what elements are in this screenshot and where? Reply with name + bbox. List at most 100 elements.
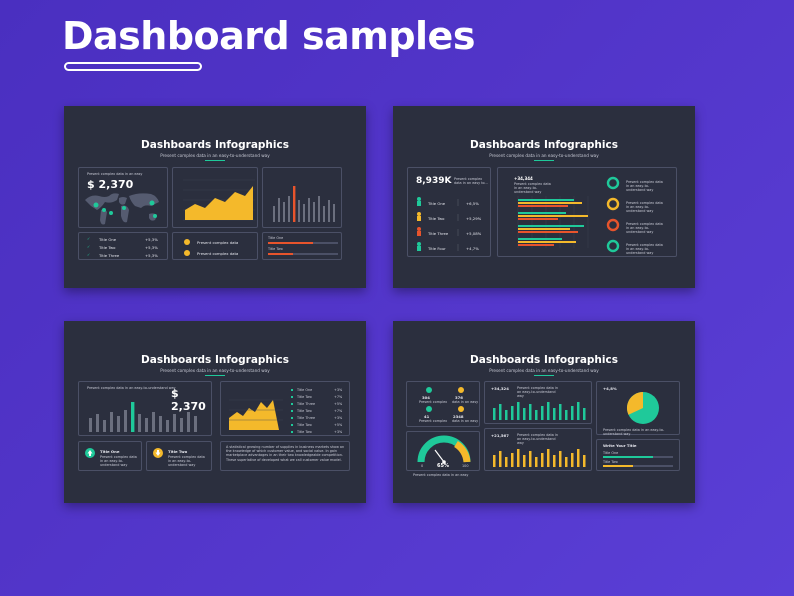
area-list-panel: Title One +3% Title Two +7% Title Three … xyxy=(220,381,350,436)
list-label: Title One xyxy=(297,388,313,392)
slide-title: Dashboards Infographics xyxy=(470,354,618,366)
stat-caption: Present complex data in an easy-to-under… xyxy=(87,386,176,390)
check-icon: ✓ xyxy=(87,244,91,249)
progress-fill xyxy=(603,465,633,467)
mid-panel: Present complex data Present complex dat… xyxy=(172,232,258,260)
coin-icons xyxy=(184,239,190,256)
row-label: Title Four xyxy=(428,246,446,251)
progress-fill xyxy=(268,242,313,244)
donut xyxy=(606,218,620,232)
stats-panel: 8,939K Present complex data in an easy t… xyxy=(407,167,491,257)
row-value: +5,3% xyxy=(145,253,158,258)
hbar-panel: +34,344 Present complex data in an easy-… xyxy=(497,167,677,257)
row-value: +4,7% xyxy=(466,246,479,251)
slide-preview-3[interactable]: Dashboards Infographics Present complex … xyxy=(64,321,366,503)
progress-track xyxy=(268,253,338,255)
map-stat-value: $ 2,370 xyxy=(87,178,134,191)
slide-title: Dashboards Infographics xyxy=(141,354,289,366)
pie-value: +4,8% xyxy=(603,386,617,391)
donut xyxy=(606,239,620,253)
bar xyxy=(278,198,280,222)
map-pin xyxy=(93,202,99,208)
gauge-caption: Present complex data in an easy xyxy=(413,473,469,477)
bar xyxy=(308,198,310,222)
donut-caption: Present complex data in an easy-to-under… xyxy=(626,201,663,213)
progress-label: Title One xyxy=(268,236,284,240)
world-map-icon xyxy=(85,193,159,225)
kpi-caption: data in an easy xyxy=(452,419,479,423)
list-label: Title Three xyxy=(297,416,316,420)
map-panel: Present complex data in an easy $ 2,370 xyxy=(78,167,168,228)
up-arrow-icon xyxy=(85,448,95,458)
green-bar-chart xyxy=(493,402,586,420)
slide-preview-1[interactable]: Dashboards Infographics Present complex … xyxy=(64,106,366,288)
card-title: Title Two xyxy=(168,449,188,454)
green-bars-panel: +34,324 Present complex data in an easy-… xyxy=(484,381,592,424)
kpi-icons xyxy=(426,387,464,412)
bar xyxy=(303,204,305,222)
progress-fill xyxy=(603,456,653,458)
stat-value: $ 2,370 xyxy=(171,387,206,413)
kpi-value: 304 xyxy=(422,395,430,400)
progress-track xyxy=(603,465,673,467)
list-value: +7% xyxy=(334,395,343,399)
yellow-bar-chart xyxy=(493,449,586,467)
stat-caption: Present complex data in an easy to... xyxy=(454,177,488,185)
kpi-panel: 304 Present complex 376 data in an easy … xyxy=(406,381,480,427)
donut xyxy=(606,176,620,190)
progress-label: Title Two xyxy=(603,460,618,464)
kpi-caption: Present complex xyxy=(419,419,448,423)
slide-preview-4[interactable]: Dashboards Infographics Present complex … xyxy=(393,321,695,503)
slide-subtitle: Present complex data in an easy-to-under… xyxy=(489,153,599,158)
map-pin xyxy=(102,208,106,212)
kpi-value: 41 xyxy=(424,414,430,419)
paragraph-panel: A statistical growing number of supplies… xyxy=(220,441,350,471)
gauge-min: 0 xyxy=(421,464,424,468)
row-value: +5,3% xyxy=(145,237,158,242)
card-one: Title One Present complex data in an eas… xyxy=(78,441,142,471)
list-label: Title Two xyxy=(297,430,312,434)
donut-caption: Present complex data in an easy-to-under… xyxy=(626,222,663,234)
bar-chart xyxy=(89,402,197,432)
list-label: Title Two xyxy=(297,423,312,427)
bar xyxy=(313,202,315,222)
mid-item: Present complex data xyxy=(197,251,239,256)
map-caption: Present complex data in an easy xyxy=(87,172,143,176)
bar xyxy=(333,204,335,222)
kpi-value: 376 xyxy=(455,395,463,400)
list-value: +7% xyxy=(334,409,343,413)
yellow-bars-panel: +21,567 Present complex data in an easy-… xyxy=(484,428,592,471)
slide-preview-2[interactable]: Dashboards Infographics Present complex … xyxy=(393,106,695,288)
pie-panel: +4,8% Present complex data in an easy-to… xyxy=(596,381,680,436)
area-chart-panel xyxy=(172,167,258,228)
area-chart xyxy=(229,389,293,433)
bar xyxy=(328,200,330,222)
card-caption: Present complex data in an easy-to-under… xyxy=(100,455,137,467)
chart-caption: Present complex data in an easy-to-under… xyxy=(514,182,551,194)
bar-chart xyxy=(273,186,335,222)
map-pin xyxy=(122,206,126,210)
bar xyxy=(323,206,325,222)
chart-value: +34,324 xyxy=(491,386,509,391)
kpi-value: 2348 xyxy=(453,414,464,419)
row-label: Title Three xyxy=(428,231,449,236)
list-value: +3% xyxy=(334,430,343,434)
slide-accent-line xyxy=(534,375,554,376)
gauge-panel: 0 100 65% xyxy=(406,431,480,471)
row-value: +5,29% xyxy=(466,216,482,221)
map-pin xyxy=(109,211,113,215)
slide-subtitle: Present complex data in an easy-to-under… xyxy=(160,153,270,158)
kpi-caption: Present complex xyxy=(419,400,448,404)
progress-title: Write Your Title xyxy=(603,443,637,448)
slide-accent-line xyxy=(205,375,225,376)
row-label: Title Three xyxy=(99,253,120,258)
map-pin xyxy=(153,214,157,218)
gauge-value: 65% xyxy=(437,463,449,469)
gauge-max: 100 xyxy=(462,464,469,468)
rows-panel: ✓ Title One +5,3% ✓ Title Two +5,3% ✓ Ti… xyxy=(78,232,168,260)
progress-label: Title One xyxy=(603,451,619,455)
row-label: Title Two xyxy=(99,245,116,250)
slide-accent-line xyxy=(534,160,554,161)
bar xyxy=(318,196,320,222)
row-value: +5,08% xyxy=(466,231,482,236)
